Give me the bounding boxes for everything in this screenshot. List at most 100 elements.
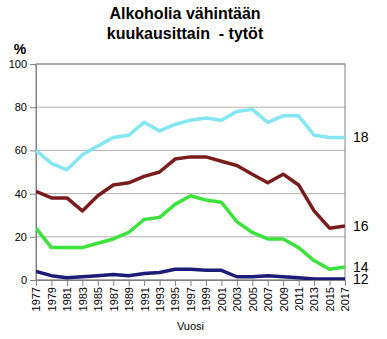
x-tick: 1983 bbox=[77, 280, 89, 311]
y-tick: 40 bbox=[15, 188, 36, 200]
y-axis: 0 20 40 60 80 100 bbox=[9, 58, 37, 286]
x-tick-mark bbox=[51, 280, 52, 286]
x-axis-title: Vuosi bbox=[177, 320, 204, 332]
chart: Alkoholia vähintäänkuukausittain - tytöt… bbox=[0, 0, 387, 339]
plot-area bbox=[36, 109, 345, 279]
x-tick-mark bbox=[98, 280, 99, 286]
x-tick-mark bbox=[144, 280, 145, 286]
series-line bbox=[36, 109, 345, 169]
x-tick: 1989 bbox=[123, 280, 135, 311]
x-tick: 2015 bbox=[324, 280, 336, 311]
x-tick-mark bbox=[314, 280, 315, 286]
x-tick-label: 1987 bbox=[108, 287, 120, 311]
x-tick: 1995 bbox=[169, 280, 181, 311]
x-tick-label: 1985 bbox=[92, 287, 104, 311]
y-tick-label: 80 bbox=[15, 101, 27, 113]
x-tick-mark bbox=[36, 280, 37, 286]
x-tick: 1979 bbox=[46, 280, 58, 311]
x-tick-mark bbox=[175, 280, 176, 286]
x-tick: 2003 bbox=[231, 280, 243, 311]
y-axis-title: % bbox=[14, 41, 27, 57]
x-tick-label: 1993 bbox=[154, 287, 166, 311]
y-tick: 20 bbox=[15, 231, 36, 243]
x-tick: 1987 bbox=[108, 280, 120, 311]
y-tick-mark bbox=[30, 194, 36, 195]
title: Alkoholia vähintäänkuukausittain - tytöt bbox=[107, 5, 264, 42]
x-tick-label: 2009 bbox=[278, 287, 290, 311]
grid-line bbox=[36, 150, 345, 151]
x-tick-mark bbox=[283, 280, 284, 286]
x-tick: 1997 bbox=[185, 280, 197, 311]
x-tick-label: 1989 bbox=[123, 287, 135, 311]
x-tick-mark bbox=[160, 280, 161, 286]
series-label: 16 bbox=[353, 218, 369, 234]
x-tick-mark bbox=[252, 280, 253, 286]
x-tick-label: 1997 bbox=[185, 287, 197, 311]
x-tick: 2009 bbox=[278, 280, 290, 311]
x-tick-label: 1999 bbox=[200, 287, 212, 311]
plot-frame bbox=[36, 64, 345, 280]
grid bbox=[36, 64, 345, 280]
x-tick-label: 2017 bbox=[339, 287, 351, 311]
y-axis-line bbox=[36, 65, 37, 281]
y-tick-mark bbox=[30, 107, 36, 108]
x-tick: 2007 bbox=[262, 280, 274, 311]
x-tick-mark bbox=[221, 280, 222, 286]
x-tick: 2001 bbox=[216, 280, 228, 311]
x-tick-label: 1983 bbox=[77, 287, 89, 311]
x-tick: 2011 bbox=[293, 280, 305, 311]
y-tick: 80 bbox=[15, 101, 36, 113]
x-tick: 1993 bbox=[154, 280, 166, 311]
y-tick-label: 0 bbox=[21, 274, 27, 286]
grid-line bbox=[36, 193, 345, 194]
x-tick-label: 1981 bbox=[61, 287, 73, 311]
x-tick-label: 2011 bbox=[293, 287, 305, 311]
series-line bbox=[36, 196, 345, 269]
x-tick-mark bbox=[206, 280, 207, 286]
x-axis: 1977 19791981 19831985 19871989 199119931995… bbox=[30, 280, 351, 311]
y-tick: 0 bbox=[21, 274, 36, 286]
x-tick: 1999 bbox=[200, 280, 212, 311]
y-tick-label: 100 bbox=[9, 58, 27, 70]
x-tick-mark bbox=[237, 280, 238, 286]
x-tick-mark bbox=[129, 280, 130, 286]
y-tick-label: 60 bbox=[15, 144, 27, 156]
x-tick-mark bbox=[268, 280, 269, 286]
grid-line bbox=[36, 107, 345, 108]
x-tick-label: 2003 bbox=[231, 287, 243, 311]
x-tick: 1985 bbox=[92, 280, 104, 311]
y-tick-mark bbox=[30, 150, 36, 151]
x-tick: 2013 bbox=[308, 280, 320, 311]
y-tick: 60 bbox=[15, 144, 36, 156]
series-label: 12 bbox=[353, 271, 369, 287]
x-tick-mark bbox=[345, 280, 346, 286]
x-tick-label: 2015 bbox=[324, 287, 336, 311]
x-tick-label: 1995 bbox=[169, 287, 181, 311]
x-tick: 1977 bbox=[30, 280, 42, 311]
x-tick-label: 1991 bbox=[139, 287, 151, 311]
y-tick-mark bbox=[30, 280, 36, 281]
x-tick-label: 2001 bbox=[216, 287, 228, 311]
x-tick-mark bbox=[67, 280, 68, 286]
series-line bbox=[36, 269, 345, 279]
x-tick-label: 1977 bbox=[30, 287, 42, 311]
y-tick: 100 bbox=[9, 58, 36, 70]
x-tick-mark bbox=[330, 280, 331, 286]
x-tick-label: 2005 bbox=[247, 287, 259, 311]
x-tick: 2017 bbox=[339, 280, 351, 311]
x-tick: 2005 bbox=[247, 280, 259, 311]
y-tick-mark bbox=[30, 237, 36, 238]
y-tick-label: 40 bbox=[15, 188, 27, 200]
x-tick: 1981 bbox=[61, 280, 73, 311]
series-line bbox=[36, 157, 345, 228]
y-tick-mark bbox=[30, 64, 36, 65]
x-tick-mark bbox=[82, 280, 83, 286]
x-tick-label: 2007 bbox=[262, 287, 274, 311]
x-tick-label: 1979 bbox=[46, 287, 58, 311]
x-tick-mark bbox=[299, 280, 300, 286]
x-tick-mark bbox=[191, 280, 192, 286]
series-label: 18 bbox=[353, 129, 369, 145]
y-tick-label: 20 bbox=[15, 231, 27, 243]
x-tick-mark bbox=[113, 280, 114, 286]
x-tick-label: 2013 bbox=[308, 287, 320, 311]
